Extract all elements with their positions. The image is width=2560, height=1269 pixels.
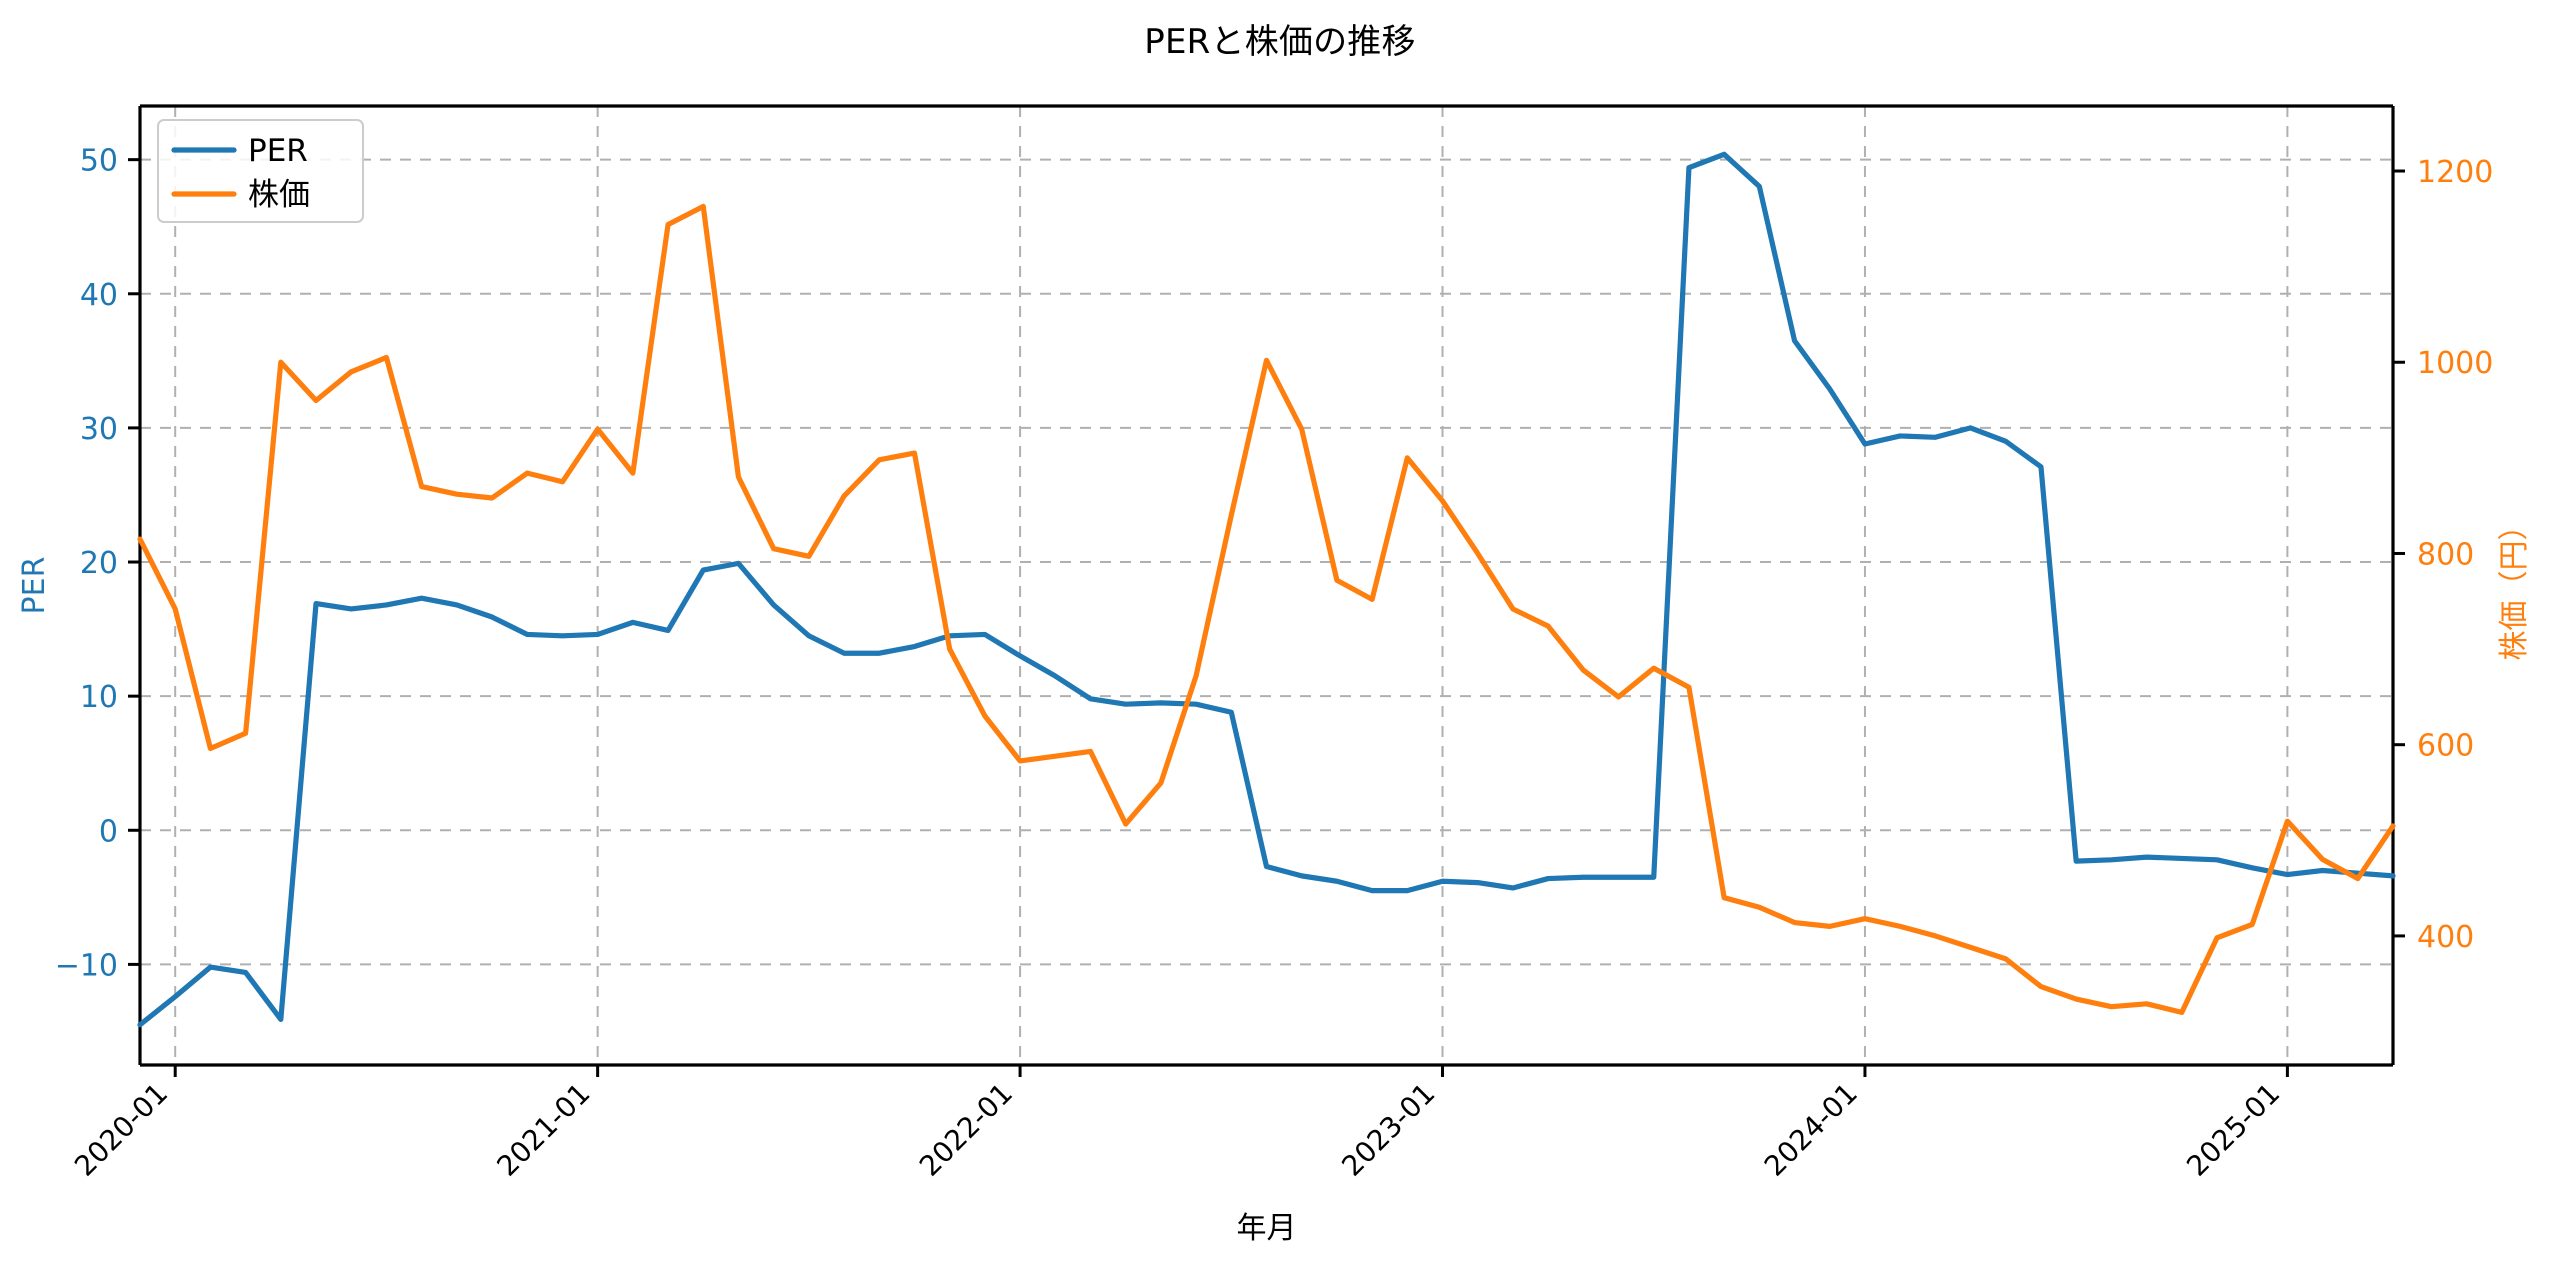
y-axis-tick-label: 10 [80,680,118,715]
data-series-group [137,151,2396,1028]
x-axis-tick-label: 2025-01 [2180,1077,2286,1183]
y-axis-tick-label: 20 [80,546,118,581]
y2-axis-tick-label: 400 [2417,920,2474,955]
x-axis-tick-label: 2023-01 [1335,1077,1441,1183]
y-axis-title: PER [17,557,52,615]
chart-legend: PER 株価 [157,119,364,223]
axis-labels: PER 株価（円） 年月 [17,511,2532,1247]
y2-axis-tick-label: 600 [2417,729,2474,764]
x-axis-tick-label: 2020-01 [68,1077,174,1183]
y-axis-tick-label: −10 [55,948,118,983]
grid-lines [140,106,2393,1065]
legend-label: PER [248,133,308,169]
y-axis-tick-label: 50 [80,144,118,179]
x-axis-tick-label: 2024-01 [1758,1077,1864,1183]
y-axis-tick-label: 0 [99,814,118,849]
y2-axis-tick-label: 1000 [2417,346,2493,381]
series-line-per [137,151,2396,1028]
x-axis-tick-label: 2021-01 [491,1077,597,1183]
axes-spines [138,104,2395,1067]
y-axis-tick-label: 40 [80,278,118,313]
series-line-stock-price [137,203,2396,1016]
x-axis-tick-label: 2022-01 [913,1077,1019,1183]
y-axis-tick-label: 30 [80,412,118,447]
y2-axis-tick-label: 1200 [2417,155,2493,190]
axis-ticks: −10 0 10 20 30 40 50 400 600 800 1000 1200 2020-01 20… [55,144,2494,1183]
x-axis-title: 年月 [1237,1211,1297,1246]
y2-axis-tick-label: 800 [2417,537,2474,572]
legend-label: 株価 [248,177,310,213]
y2-axis-title: 株価（円） [2497,511,2532,661]
chart-title: PERと株価の推移 [1144,22,1416,62]
